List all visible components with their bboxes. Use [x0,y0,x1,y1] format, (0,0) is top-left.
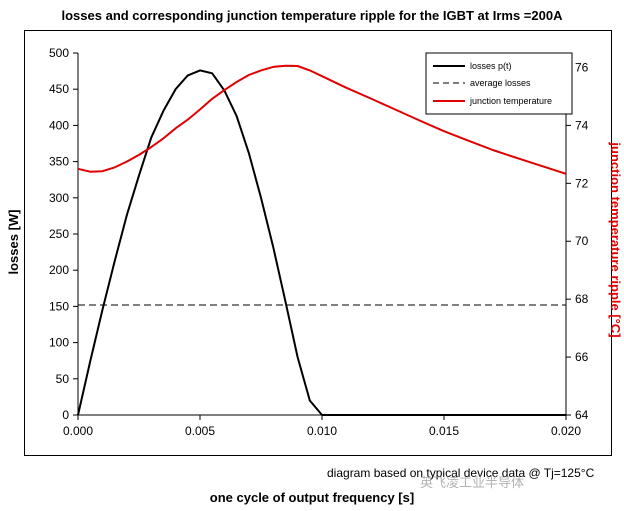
y2-tick-label: 74 [575,118,589,132]
legend-box [425,52,573,115]
x-tick-label: 0.000 [63,424,93,438]
x-axis-label: one cycle of output frequency [s] [209,490,415,505]
y-tick-label: 300 [49,191,69,205]
x-tick-label: 0.010 [307,424,337,438]
y-tick-label: 100 [49,336,69,350]
x-tick-label: 0.015 [429,424,459,438]
y2-tick-label: 64 [575,408,589,422]
legend: losses p(t) average losses junction temp… [425,52,573,115]
y2-axis-label: junction temperature ripple [°C] [608,141,623,337]
y-tick-label: 200 [49,263,69,277]
data-source-note: diagram based on typical device data @ T… [327,466,595,480]
y2-tick-label: 66 [575,350,589,364]
y2-tick-label: 70 [575,234,589,248]
y2-tick-label: 76 [575,60,589,74]
y-tick-label: 500 [49,46,69,60]
series-line-losses [77,69,566,416]
y2-tick-label: 72 [575,176,589,190]
chart-frame [24,30,612,456]
y-tick-label: 450 [49,82,69,96]
y-axis-label: losses [W] [6,209,21,274]
x-tick-label: 0.005 [185,424,215,438]
watermark-text: 英飞凌工业半导体 [420,475,525,490]
y-tick-label: 400 [49,118,69,132]
legend-label-temperature: junction temperature [469,96,552,106]
y2-tick-label: 68 [575,292,589,306]
y-tick-label: 350 [49,155,69,169]
series-line-junction-temperature [77,64,567,175]
legend-label-average: average losses [470,78,531,88]
y-tick-label: 50 [56,372,70,386]
y-tick-label: 250 [49,227,69,241]
chart-title: losses and corresponding junction temper… [61,8,563,23]
legend-label-losses: losses p(t) [470,61,512,71]
y-tick-label: 150 [49,299,69,313]
plot-area: 0 50 100 150 200 250 300 350 400 450 500 64 66 68 70 72… [49,46,589,438]
x-tick-label: 0.020 [551,424,581,438]
y-tick-label: 0 [62,408,69,422]
